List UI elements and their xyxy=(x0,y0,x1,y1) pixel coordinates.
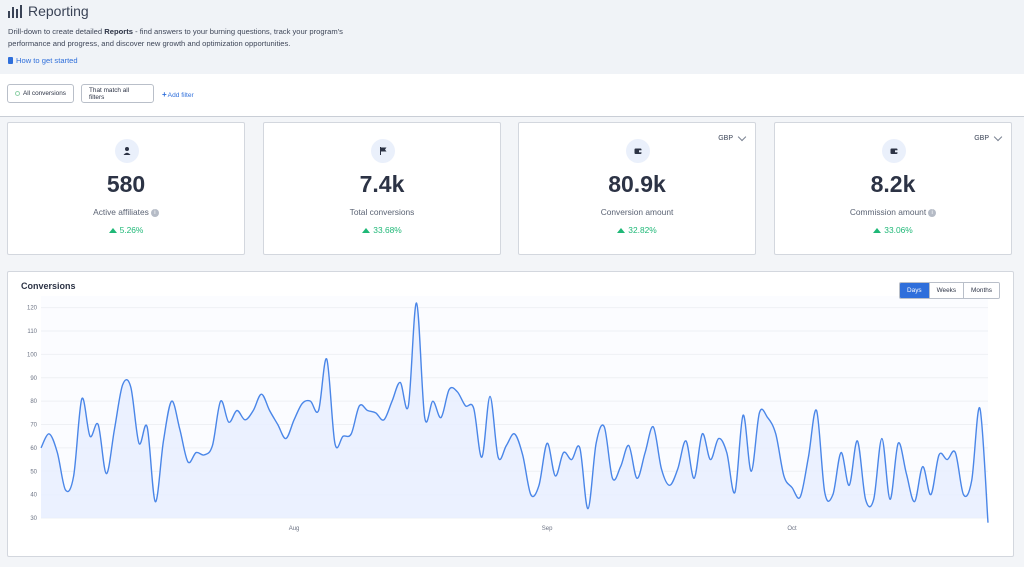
y-tick-label: 90 xyxy=(30,376,37,382)
arrow-up-icon xyxy=(362,228,371,234)
stat-change: 32.82% xyxy=(519,225,755,235)
stat-card-total-conversions: 7.4k Total conversions 33.68% xyxy=(263,122,501,255)
y-tick-label: 120 xyxy=(27,306,38,312)
y-tick-label: 80 xyxy=(30,399,37,405)
conversions-chart-card: 30 40 50 60 70 80 90 100 110 120 Aug Sep Oct Convers… xyxy=(7,271,1014,557)
x-tick-label: Sep xyxy=(542,526,553,532)
range-months-button[interactable]: Months xyxy=(963,283,999,298)
title-row: Reporting xyxy=(8,3,89,19)
book-icon xyxy=(8,57,13,64)
filter-match-dropdown[interactable]: That match all filters xyxy=(81,84,154,103)
x-tick-label: Aug xyxy=(289,526,300,532)
wallet-icon xyxy=(626,139,650,163)
wallet-icon xyxy=(882,139,906,163)
arrow-up-icon xyxy=(108,228,117,234)
y-tick-label: 110 xyxy=(27,329,37,335)
page-header: Reporting Drill-down to create detailed … xyxy=(0,0,1024,74)
range-weeks-button[interactable]: Weeks xyxy=(928,283,964,298)
y-tick-label: 30 xyxy=(30,516,37,522)
series-line xyxy=(40,302,989,523)
how-to-link[interactable]: How to get started xyxy=(8,56,78,65)
y-tick-label: 50 xyxy=(30,469,37,475)
stat-value: 580 xyxy=(106,171,146,197)
conversion-type-dropdown[interactable]: All conversions xyxy=(7,84,74,103)
stat-change: 33.06% xyxy=(775,225,1011,235)
chart-title: Conversions xyxy=(21,281,76,291)
y-tick-label: 70 xyxy=(30,423,37,429)
stat-value: 7.4k xyxy=(359,171,405,197)
currency-select[interactable]: GBP xyxy=(974,132,1003,142)
flag-icon xyxy=(371,139,395,163)
x-tick-label: Oct xyxy=(787,526,797,532)
y-tick-label: 60 xyxy=(30,446,37,452)
stat-change: 5.26% xyxy=(8,225,244,235)
info-icon[interactable]: i xyxy=(928,208,937,217)
arrow-up-icon xyxy=(617,228,626,234)
filter-bar: All conversions That match all filters +… xyxy=(0,74,1024,117)
currency-select[interactable]: GBP xyxy=(718,132,747,142)
stat-card-commission-amount: GBP 8.2k Commission amount i 33.06% xyxy=(774,122,1012,255)
stat-card-active-affiliates: 580 Active affiliates i 5.26% xyxy=(7,122,245,255)
chevron-down-icon xyxy=(993,132,1003,142)
conversions-chart: 30 40 50 60 70 80 90 100 110 120 Aug Sep Oct xyxy=(27,296,989,532)
range-days-button[interactable]: Days xyxy=(900,283,929,298)
page-title: Reporting xyxy=(28,3,89,19)
series-area xyxy=(41,302,988,523)
stat-change: 33.68% xyxy=(264,225,500,235)
stat-label: Commission amount i xyxy=(775,207,1011,217)
info-icon[interactable]: i xyxy=(150,208,159,217)
page-description: Drill-down to create detailed Reports - … xyxy=(8,27,343,48)
stat-value: 8.2k xyxy=(870,171,916,197)
chevron-down-icon xyxy=(737,132,747,142)
y-tick-label: 40 xyxy=(30,493,37,499)
stat-label: Active affiliates i xyxy=(8,207,244,217)
user-icon xyxy=(115,139,139,163)
stat-card-conversion-amount: GBP 80.9k Conversion amount 32.82% xyxy=(518,122,756,255)
plus-icon: + xyxy=(162,90,167,99)
range-toggle: Days Weeks Months xyxy=(899,282,1000,299)
bar-chart-icon xyxy=(8,4,22,18)
arrow-up-icon xyxy=(873,228,882,234)
stat-value: 80.9k xyxy=(608,171,666,197)
add-filter-button[interactable]: +Add filter xyxy=(162,90,194,99)
status-dot-icon xyxy=(15,91,20,96)
stat-label: Total conversions xyxy=(349,207,415,217)
y-tick-label: 100 xyxy=(27,352,38,358)
stat-label: Conversion amount xyxy=(600,207,674,217)
